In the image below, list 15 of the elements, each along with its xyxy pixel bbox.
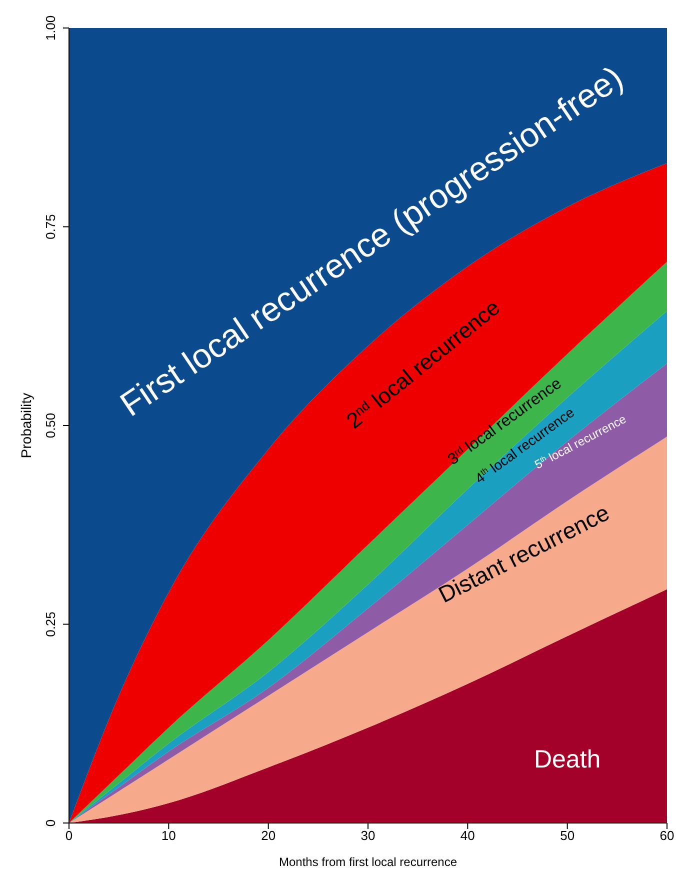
series-label: Death [534,745,601,774]
x-tick-label: 10 [161,828,176,844]
x-axis-title: Months from first local recurrence [278,855,458,869]
x-tick-label: 20 [261,828,276,844]
y-tick-label: 0 [43,819,58,827]
y-tick-label: 0.25 [43,612,58,637]
x-tick-label: 60 [660,828,674,844]
y-tick-label: 1.00 [43,15,58,41]
x-tick-label: 40 [460,828,475,844]
y-tick-label: 0.75 [43,214,58,240]
x-tick-label: 30 [360,828,376,844]
y-axis-title: Probability [18,392,34,458]
y-tick-label: 0.50 [43,412,58,438]
x-tick-label: 50 [560,828,575,844]
x-tick-label: 0 [65,828,73,844]
